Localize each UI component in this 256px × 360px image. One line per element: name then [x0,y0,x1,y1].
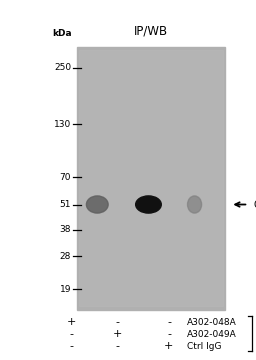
Text: 130: 130 [54,120,71,129]
Text: +: + [67,317,76,327]
Text: 51: 51 [60,200,71,209]
Text: -: - [116,341,120,351]
Bar [77,47,225,310]
Ellipse shape [136,196,161,213]
Text: 28: 28 [60,252,71,261]
Text: +: + [113,329,122,339]
Text: +: + [164,341,174,351]
Ellipse shape [187,196,202,213]
Text: Ctrl IgG: Ctrl IgG [187,342,221,351]
Text: 38: 38 [60,225,71,234]
Text: A302-049A: A302-049A [187,330,237,338]
Bar [79,50,223,306]
Text: kDa: kDa [52,29,72,38]
Text: -: - [167,317,171,327]
Text: 250: 250 [54,63,71,72]
Text: IP/WB: IP/WB [134,25,168,38]
Text: -: - [116,317,120,327]
Text: A302-048A: A302-048A [187,318,237,327]
Text: -: - [70,329,74,339]
Text: 70: 70 [60,173,71,182]
Text: GSK3-beta: GSK3-beta [253,199,256,210]
Ellipse shape [87,196,108,213]
Text: 19: 19 [60,285,71,294]
Text: -: - [70,341,74,351]
Text: -: - [167,329,171,339]
